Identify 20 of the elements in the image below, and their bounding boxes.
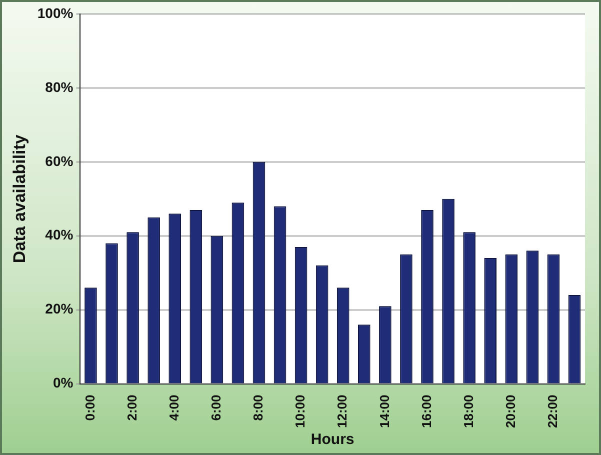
x-tick-label: 2:00 <box>124 394 140 421</box>
x-tick-label: 8:00 <box>250 394 266 421</box>
y-tick-label: 0% <box>52 374 74 391</box>
x-tick-label: 4:00 <box>166 394 182 421</box>
x-tick-label: 22:00 <box>545 394 560 428</box>
y-tick-label: 20% <box>45 300 74 317</box>
x-tick-label: 20:00 <box>502 394 518 428</box>
y-tick-label: 80% <box>45 78 74 95</box>
y-tick-label: 100% <box>37 4 74 21</box>
x-axis-title: Hours <box>310 431 354 448</box>
x-tick-label: 6:00 <box>208 394 224 421</box>
y-tick-label: 60% <box>45 152 74 169</box>
x-tick-label: 18:00 <box>460 394 476 428</box>
x-tick-label: 12:00 <box>334 394 350 428</box>
y-axis-title: Data availability <box>10 134 29 264</box>
x-tick-label: 0:00 <box>82 394 98 421</box>
y-tick-label: 40% <box>45 226 74 243</box>
x-tick-label: 16:00 <box>418 394 434 428</box>
x-tick-label: 10:00 <box>292 394 308 428</box>
x-tick-label: 14:00 <box>376 394 392 428</box>
